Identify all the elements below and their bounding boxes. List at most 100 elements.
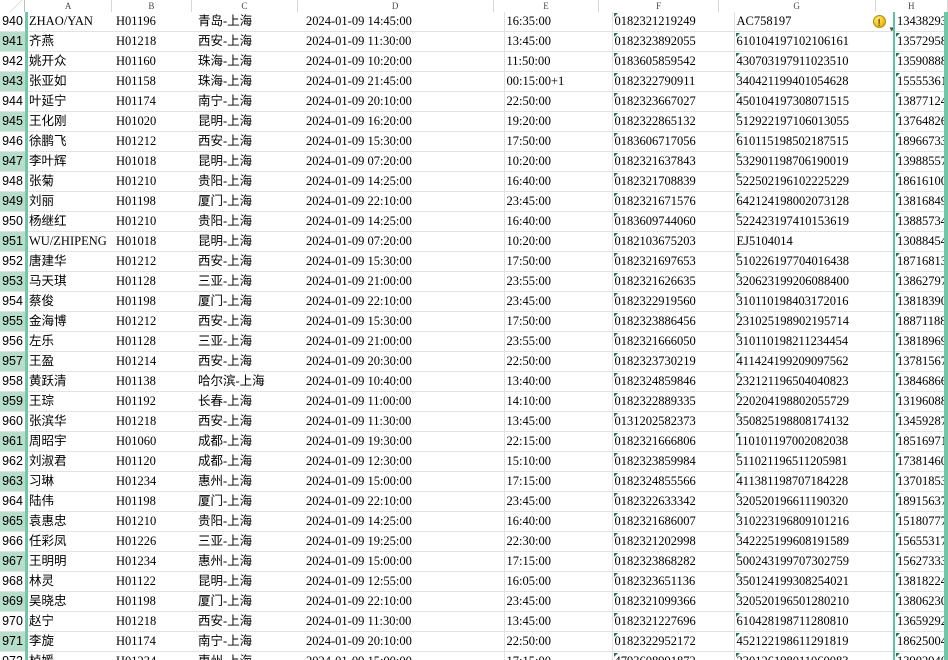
- cell-id-number[interactable]: 110101197002082038: [733, 431, 894, 452]
- cell-phone-number[interactable]: 18871188: [893, 311, 948, 332]
- cell-passenger-name[interactable]: 黄跃清: [26, 371, 114, 392]
- cell-phone-number[interactable]: 13196088: [893, 391, 948, 412]
- cell-ticket-number[interactable]: 0182322952172: [611, 631, 734, 652]
- cell-route[interactable]: 珠海-上海: [196, 51, 304, 72]
- cell-passenger-name[interactable]: 陆伟: [26, 491, 114, 512]
- cell-ticket-number[interactable]: 0182321099366: [611, 591, 734, 612]
- cell-arrival-time[interactable]: 23:55:00: [503, 331, 612, 352]
- cell-route[interactable]: 三亚-上海: [196, 531, 304, 552]
- cell-id-number[interactable]: 532901198706190019: [733, 151, 894, 172]
- cell-flight-code[interactable]: H01198: [114, 291, 196, 312]
- cell-id-number[interactable]: 500243199707302759: [733, 551, 894, 572]
- cell-passenger-name[interactable]: 吴晓忠: [26, 591, 114, 612]
- data-grid[interactable]: 940 ZHAO/YAN H01196 青岛-上海 2024-01-09 14:45:0…: [0, 12, 948, 660]
- cell-departure-datetime[interactable]: 2024-01-09 12:55:00: [304, 571, 504, 592]
- cell-ticket-number[interactable]: 0182321697653: [611, 251, 734, 272]
- cell-route[interactable]: 昆明-上海: [196, 111, 304, 132]
- table-row[interactable]: 967 王明明 H01234 惠州-上海 2024-01-09 15:00:00 17:1…: [0, 551, 948, 572]
- column-header-e[interactable]: E: [493, 0, 600, 12]
- row-header[interactable]: 960: [0, 411, 27, 432]
- cell-phone-number[interactable]: 18616100: [893, 171, 948, 192]
- cell-route[interactable]: 青岛-上海: [196, 12, 304, 32]
- cell-id-number[interactable]: 320520196611190320: [733, 491, 894, 512]
- cell-passenger-name[interactable]: 赵宁: [26, 611, 114, 632]
- cell-phone-number[interactable]: 18716813: [893, 251, 948, 272]
- cell-phone-number[interactable]: 15627333: [893, 551, 948, 572]
- cell-flight-code[interactable]: H01214: [114, 351, 196, 372]
- cell-flight-code[interactable]: H01060: [114, 431, 196, 452]
- row-header[interactable]: 969: [0, 591, 27, 612]
- cell-route[interactable]: 厦门-上海: [196, 191, 304, 212]
- cell-flight-code[interactable]: H01018: [114, 151, 196, 172]
- cell-passenger-name[interactable]: 马天琪: [26, 271, 114, 292]
- cell-flight-code[interactable]: H01212: [114, 131, 196, 152]
- table-row[interactable]: 940 ZHAO/YAN H01196 青岛-上海 2024-01-09 14:45:0…: [0, 12, 948, 32]
- cell-ticket-number[interactable]: 0182322889335: [611, 391, 734, 412]
- row-header[interactable]: 961: [0, 431, 27, 452]
- cell-departure-datetime[interactable]: 2024-01-09 21:45:00: [304, 71, 504, 92]
- table-row[interactable]: 961 周昭宇 H01060 成都-上海 2024-01-09 19:30:00 22:1…: [0, 431, 948, 452]
- cell-phone-number[interactable]: 13438293: [893, 12, 948, 32]
- cell-arrival-time[interactable]: 13:45:00: [503, 611, 612, 632]
- cell-ticket-number[interactable]: 0183606717056: [611, 131, 734, 152]
- cell-arrival-time[interactable]: 16:05:00: [503, 571, 612, 592]
- table-row[interactable]: 960 张滨华 H01218 西安-上海 2024-01-09 11:30:00 13:4…: [0, 411, 948, 432]
- cell-arrival-time[interactable]: 14:10:00: [503, 391, 612, 412]
- cell-phone-number[interactable]: 13862797: [893, 271, 948, 292]
- cell-phone-number[interactable]: 13816849: [893, 191, 948, 212]
- cell-route[interactable]: 惠州-上海: [196, 471, 304, 492]
- cell-route[interactable]: 三亚-上海: [196, 331, 304, 352]
- cell-ticket-number[interactable]: 0182321666806: [611, 431, 734, 452]
- cell-route[interactable]: 三亚-上海: [196, 271, 304, 292]
- cell-passenger-name[interactable]: 周昭宇: [26, 431, 114, 452]
- cell-phone-number[interactable]: 13846866: [893, 371, 948, 392]
- cell-route[interactable]: 昆明-上海: [196, 151, 304, 172]
- cell-flight-code[interactable]: H01158: [114, 71, 196, 92]
- cell-arrival-time[interactable]: 10:20:00: [503, 231, 612, 252]
- row-header[interactable]: 947: [0, 151, 27, 172]
- row-header[interactable]: 967: [0, 551, 27, 572]
- cell-arrival-time[interactable]: 23:55:00: [503, 271, 612, 292]
- cell-id-number[interactable]: 320623199206088400: [733, 271, 894, 292]
- cell-phone-number[interactable]: 13988557: [893, 151, 948, 172]
- cell-id-number[interactable]: 320520196501280210: [733, 591, 894, 612]
- cell-id-number[interactable]: 342225199608191589: [733, 531, 894, 552]
- cell-flight-code[interactable]: H01018: [114, 231, 196, 252]
- cell-flight-code[interactable]: H01210: [114, 171, 196, 192]
- cell-flight-code[interactable]: H01198: [114, 191, 196, 212]
- cell-passenger-name[interactable]: 王化刚: [26, 111, 114, 132]
- select-all-corner[interactable]: [0, 0, 26, 12]
- cell-flight-code[interactable]: H01218: [114, 31, 196, 52]
- table-row[interactable]: 970 赵宁 H01218 西安-上海 2024-01-09 11:30:00 13:45…: [0, 611, 948, 632]
- cell-departure-datetime[interactable]: 2024-01-09 11:00:00: [304, 391, 504, 412]
- cell-ticket-number[interactable]: 0183605859542: [611, 51, 734, 72]
- cell-passenger-name[interactable]: 王明明: [26, 551, 114, 572]
- cell-flight-code[interactable]: H01198: [114, 491, 196, 512]
- column-header-f[interactable]: F: [599, 0, 719, 12]
- cell-arrival-time[interactable]: 16:40:00: [503, 511, 612, 532]
- cell-id-number[interactable]: 411381198707184228: [733, 471, 894, 492]
- row-header[interactable]: 955: [0, 311, 27, 332]
- table-row[interactable]: 951 WU/ZHIPENG H01018 昆明-上海 2024-01-09 07:20…: [0, 231, 948, 252]
- row-header[interactable]: 941: [0, 31, 27, 52]
- table-row[interactable]: 956 左乐 H01128 三亚-上海 2024-01-09 21:00:00 23:55…: [0, 331, 948, 352]
- row-header[interactable]: 970: [0, 611, 27, 632]
- cell-ticket-number[interactable]: 0182323886456: [611, 311, 734, 332]
- cell-id-number[interactable]: 350825198808174132: [733, 411, 894, 432]
- cell-ticket-number[interactable]: 0182321227696: [611, 611, 734, 632]
- cell-route[interactable]: 惠州-上海: [196, 551, 304, 572]
- cell-phone-number[interactable]: 13781567: [893, 351, 948, 372]
- cell-passenger-name[interactable]: 林灵: [26, 571, 114, 592]
- cell-passenger-name[interactable]: 金海博: [26, 311, 114, 332]
- table-row[interactable]: 972栌媛 H01234 惠州-上海 2024-01-09 15:00:00 17:15…: [0, 651, 948, 660]
- chevron-down-icon[interactable]: ▾: [889, 24, 895, 32]
- cell-arrival-time[interactable]: 22:15:00: [503, 431, 612, 452]
- row-header[interactable]: 954: [0, 291, 27, 312]
- cell-departure-datetime[interactable]: 2024-01-09 14:45:00: [304, 12, 504, 32]
- cell-id-number[interactable]: 510226197704016438: [733, 251, 894, 272]
- cell-ticket-number[interactable]: 0182321708839: [611, 171, 734, 192]
- cell-phone-number[interactable]: 13806230: [893, 591, 948, 612]
- cell-flight-code[interactable]: H01234: [114, 551, 196, 572]
- cell-id-number[interactable]: EJ5104014: [733, 231, 894, 252]
